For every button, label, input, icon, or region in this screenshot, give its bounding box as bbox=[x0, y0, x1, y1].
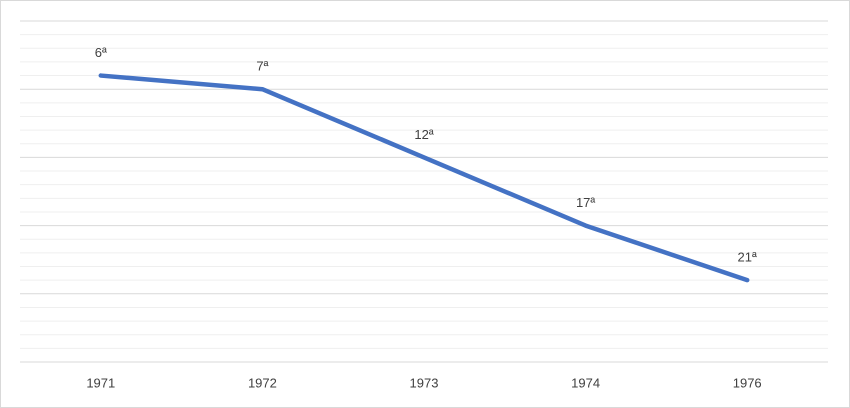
data-label: 21ª bbox=[738, 250, 757, 265]
x-tick-label: 1971 bbox=[86, 375, 115, 390]
line bbox=[98, 73, 750, 283]
x-tick-label: 1974 bbox=[571, 375, 600, 390]
data-label: 7ª bbox=[256, 59, 268, 74]
data-label: 6ª bbox=[95, 45, 107, 60]
data-label: 12ª bbox=[414, 127, 433, 142]
x-tick-label: 1972 bbox=[248, 375, 277, 390]
x-tick-label: 1973 bbox=[410, 375, 439, 390]
data-label: 17ª bbox=[576, 195, 595, 210]
x-tick-label: 1976 bbox=[733, 375, 762, 390]
